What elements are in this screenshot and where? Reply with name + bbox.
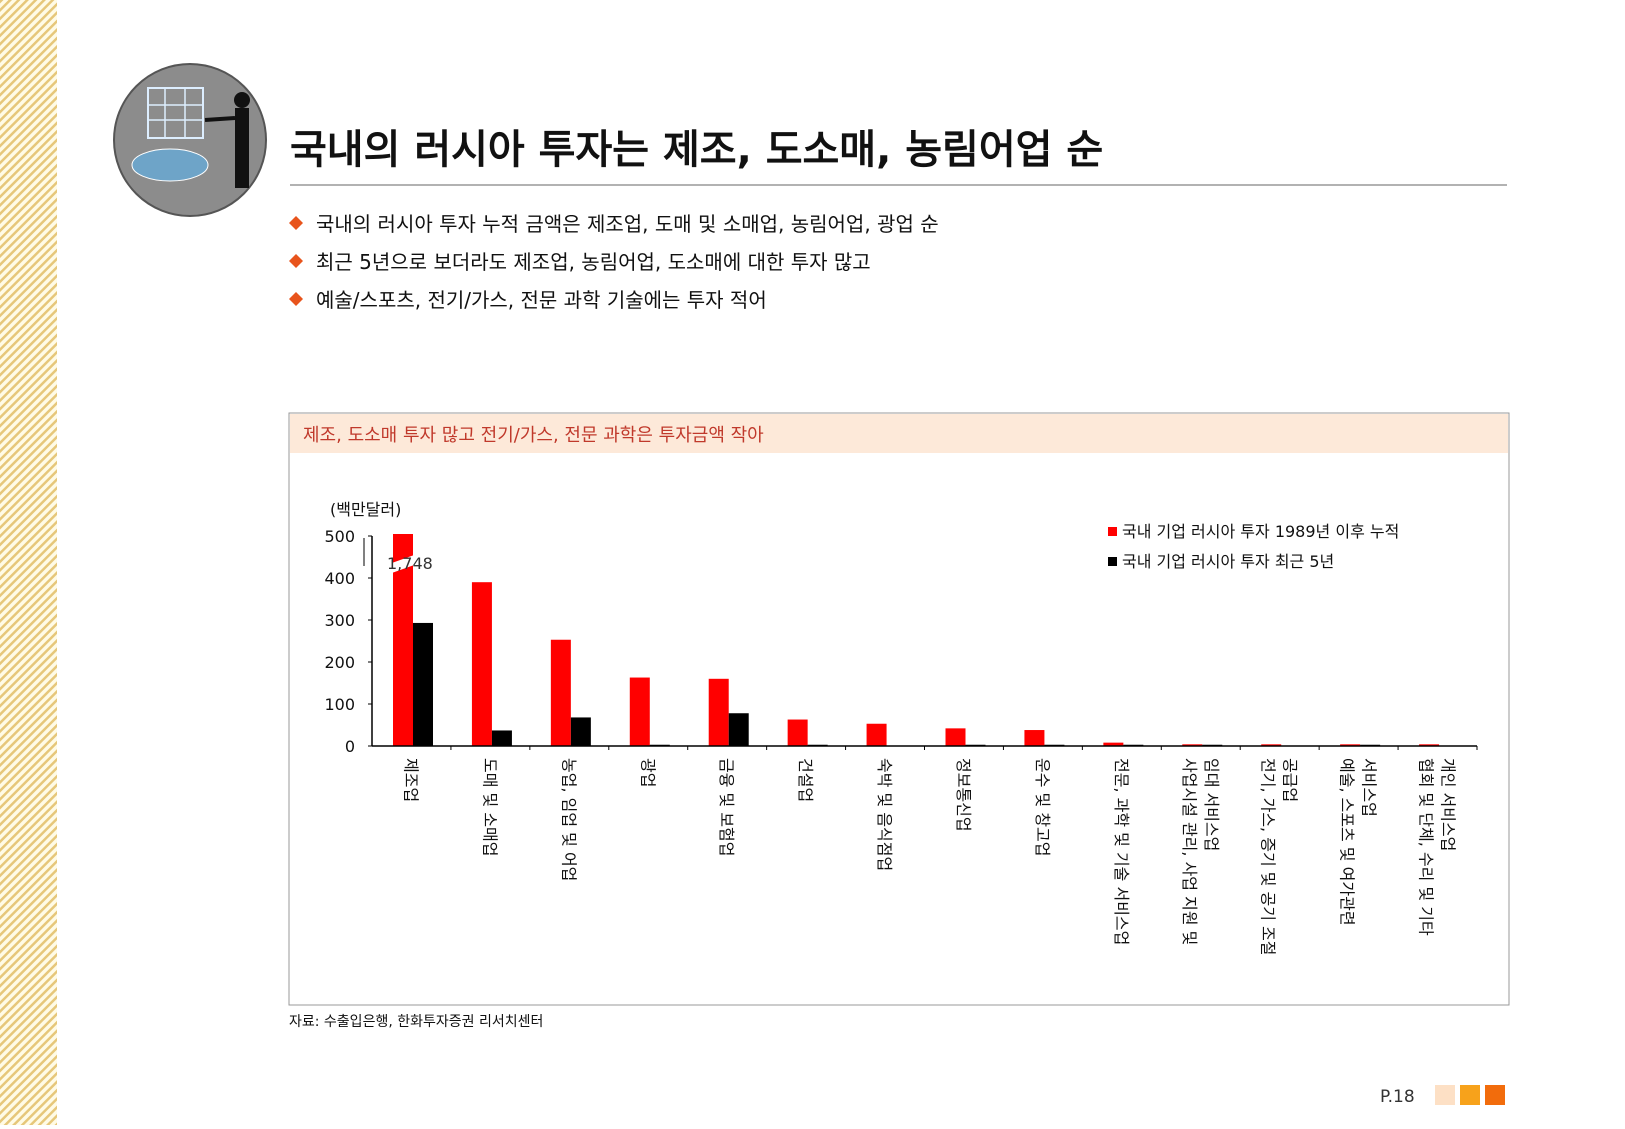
bar xyxy=(1261,744,1282,746)
x-tick-label: 금융 및 보험업 xyxy=(717,758,736,857)
bar xyxy=(393,534,413,746)
x-tick-label: 협회 및 단체, 수리 및 기타 개인 서비스업 xyxy=(1417,758,1458,936)
bullet-text: 국내의 러시아 투자 누적 금액은 제조업, 도매 및 소매업, 농림어업, 광… xyxy=(316,212,939,236)
bar xyxy=(491,730,512,746)
x-tick-label: 숙박 및 음식점업 xyxy=(875,758,894,871)
bullet-list: 국내의 러시아 투자 누적 금액은 제조업, 도매 및 소매업, 농림어업, 광… xyxy=(289,212,939,312)
bars xyxy=(393,534,1440,746)
bar xyxy=(413,622,433,746)
bullet-icon xyxy=(289,216,303,230)
value-label: 1,748 xyxy=(387,554,433,573)
bar xyxy=(1419,744,1440,746)
page-square xyxy=(1435,1085,1455,1105)
source: 자료: 수출입은행, 한화투자증권 리서치센터 xyxy=(289,1014,543,1030)
y-tick-label: 100 xyxy=(324,695,355,714)
x-tick-label: 제조업 xyxy=(401,758,420,802)
x-tick-label: 건설업 xyxy=(796,758,815,802)
bullet-text: 최근 5년으로 보더라도 제조업, 농림어업, 도소매에 대한 투자 많고 xyxy=(316,250,871,274)
slide-title: 국내의 러시아 투자는 제조, 도소매, 농림어업 순 xyxy=(290,127,1103,173)
page-square xyxy=(1460,1085,1480,1105)
bar xyxy=(1103,742,1124,746)
bar xyxy=(728,713,749,746)
x-tick-label: 광업 xyxy=(638,758,657,787)
legend-swatch xyxy=(1108,527,1117,536)
title-illustration xyxy=(113,63,267,217)
x-tick-label: 농업, 임업 및 어업 xyxy=(559,758,578,881)
chart-box xyxy=(288,412,1510,1006)
y-tick-label: 200 xyxy=(324,653,355,672)
x-tick-label: 예술, 스포츠 및 여가관련 서비스업 xyxy=(1338,758,1379,926)
x-tick-label: 사업시설 관리, 사업 지원 및 임대 서비스업 xyxy=(1180,758,1221,945)
page-square xyxy=(1485,1085,1505,1105)
y-tick-label: 500 xyxy=(324,527,355,546)
bar xyxy=(866,723,887,746)
bar xyxy=(945,728,966,746)
bar xyxy=(570,717,591,746)
y-tick-label: 400 xyxy=(324,569,355,588)
legend-label: 국내 기업 러시아 투자 최근 5년 xyxy=(1122,552,1334,571)
x-tick-label: 정보통신업 xyxy=(954,758,973,832)
bullet-icon xyxy=(289,292,303,306)
y-tick-label: 300 xyxy=(324,611,355,630)
side-stripe xyxy=(0,0,57,1125)
bar xyxy=(1024,730,1045,746)
legend-swatch xyxy=(1108,557,1117,566)
page-number: P.18 xyxy=(1380,1087,1415,1107)
chart-header xyxy=(290,414,1508,453)
bar xyxy=(708,678,729,746)
bar xyxy=(550,639,571,746)
bar xyxy=(629,677,650,746)
bar xyxy=(471,582,492,746)
y-tick-label: 0 xyxy=(345,737,355,756)
bar xyxy=(1340,744,1361,746)
bar xyxy=(1182,744,1203,746)
x-tick-label: 전문, 과학 및 기술 서비스업 xyxy=(1112,758,1131,945)
x-tick-label: 운수 및 창고업 xyxy=(1033,758,1052,857)
y-axis-label: (백만달러) xyxy=(330,500,401,519)
x-tick-label: 도매 및 소매업 xyxy=(480,758,499,857)
chart: 0 100 200 300 400 500 1,748 제조업 도매 및 소매업 농업, 임업 및… xyxy=(324,522,1478,956)
axis-break xyxy=(389,554,417,574)
x-tick-label: 전기, 가스, 증기 및 공기 조절 공급업 xyxy=(1259,758,1300,956)
bullet-text: 예술/스포츠, 전기/가스, 전문 과학 기술에는 투자 적어 xyxy=(316,288,767,312)
bar xyxy=(787,719,808,746)
bullet-icon xyxy=(289,254,303,268)
legend-label: 국내 기업 러시아 투자 1989년 이후 누적 xyxy=(1122,522,1399,541)
chart-title: 제조, 도소매 투자 많고 전기/가스, 전문 과학은 투자금액 작아 xyxy=(303,425,764,446)
